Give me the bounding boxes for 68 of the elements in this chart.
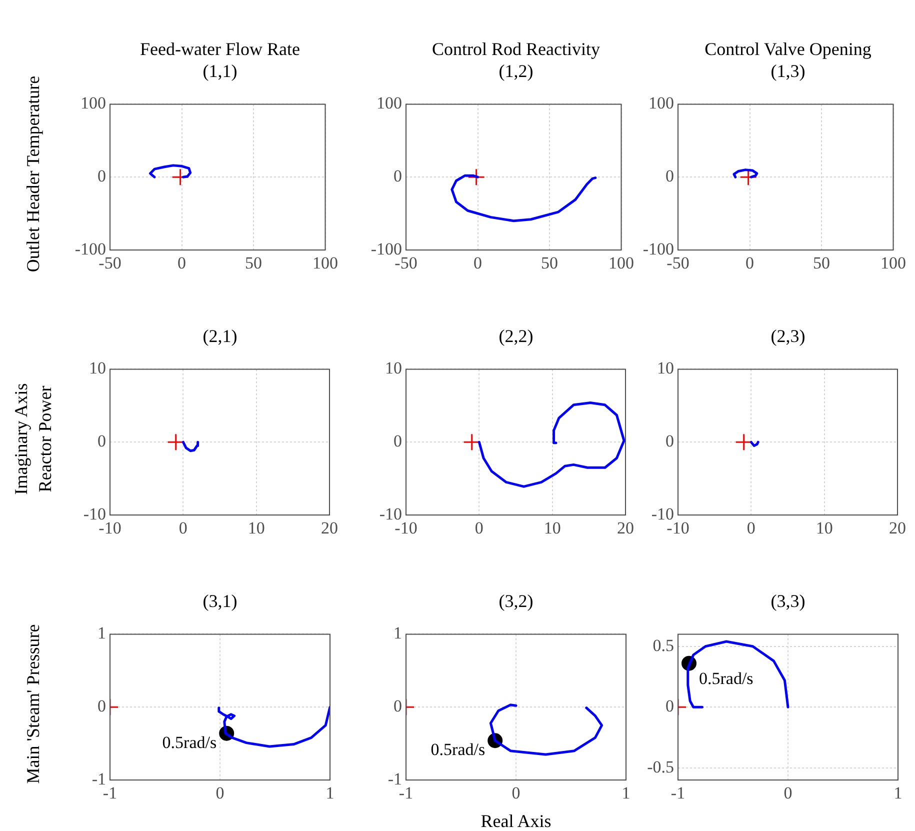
y-tick-label: 0 bbox=[394, 696, 402, 716]
y-tick-label: 1 bbox=[394, 624, 402, 643]
x-tick-label: 0 bbox=[746, 254, 754, 273]
y-axis-title: Reactor Power bbox=[34, 384, 56, 494]
x-tick-label: 10 bbox=[544, 518, 561, 538]
y-axis-title: Outlet Header Temperature bbox=[22, 76, 44, 272]
chart-title: Control Valve Opening bbox=[704, 38, 872, 60]
x-tick-label: 0 bbox=[474, 254, 482, 273]
chart-subtitle: (1,1) bbox=[202, 60, 238, 82]
y-tick-label: 100 bbox=[80, 94, 106, 113]
x-tick-label: 0 bbox=[512, 784, 520, 803]
x-tick-label: 0 bbox=[474, 518, 484, 538]
x-tick-label: 1 bbox=[622, 784, 630, 803]
y-tick-label: 0 bbox=[394, 166, 402, 186]
y-tick-label: -1 bbox=[388, 769, 402, 788]
x-tick-label: 50 bbox=[541, 254, 558, 273]
x-tick-label: 0 bbox=[746, 518, 756, 538]
x-tick-label: 0 bbox=[178, 254, 186, 273]
x-tick-label: 100 bbox=[608, 254, 634, 273]
annotation: 0.5rad/s bbox=[699, 668, 754, 688]
x-tick-label: 20 bbox=[617, 518, 634, 538]
y-tick-label: 10 bbox=[657, 358, 674, 378]
x-tick-label: 20 bbox=[889, 518, 906, 538]
chart-title: Feed-water Flow Rate bbox=[139, 38, 301, 60]
y-tick-label: -1 bbox=[92, 769, 106, 788]
y-tick-label: 100 bbox=[376, 94, 402, 113]
chart-subtitle: (1,2) bbox=[498, 60, 534, 82]
y-axis-title: Main 'Steam' Pressure bbox=[22, 624, 44, 784]
y-tick-label: -10 bbox=[651, 504, 674, 524]
annotation: 0.5rad/s bbox=[430, 740, 486, 760]
x-tick-label: 50 bbox=[813, 254, 830, 273]
chart-subtitle: (1,3) bbox=[770, 60, 806, 82]
x-tick-label: 1 bbox=[894, 784, 902, 803]
x-tick-label: 0 bbox=[178, 518, 188, 538]
y-tick-label: -10 bbox=[83, 504, 106, 524]
y-tick-label: 0 bbox=[666, 166, 674, 186]
y-tick-label: -0.5 bbox=[647, 757, 674, 776]
chart-title: (3,1) bbox=[202, 590, 238, 612]
y-tick-label: 0 bbox=[666, 432, 674, 451]
y-tick-label: 10 bbox=[89, 358, 106, 378]
x-axis-title: Real Axis bbox=[480, 811, 552, 831]
x-tick-label: 10 bbox=[816, 518, 833, 538]
chart-title: (2,2) bbox=[498, 325, 534, 347]
y-tick-label: 0 bbox=[98, 432, 106, 451]
chart-title: (3,3) bbox=[770, 590, 806, 612]
y-tick-label: 0 bbox=[98, 696, 106, 716]
y-tick-label: 0 bbox=[666, 696, 674, 716]
x-tick-label: 100 bbox=[880, 254, 906, 273]
chart-title: (2,1) bbox=[202, 325, 238, 347]
y-tick-label: 1 bbox=[98, 624, 106, 643]
x-tick-label: 1 bbox=[326, 784, 334, 803]
x-tick-label: 0 bbox=[784, 784, 792, 803]
x-tick-label: 20 bbox=[321, 518, 338, 538]
y-tick-label: -10 bbox=[379, 504, 402, 524]
y-tick-label: 0 bbox=[98, 166, 106, 186]
x-tick-label: 0 bbox=[216, 784, 224, 803]
chart-title: (2,3) bbox=[770, 325, 806, 347]
chart-title: (3,2) bbox=[498, 590, 534, 612]
chart-title: Control Rod Reactivity bbox=[431, 38, 601, 60]
y-tick-label: 10 bbox=[385, 358, 402, 378]
x-tick-label: 100 bbox=[312, 254, 338, 273]
y-tick-label: 0.5 bbox=[652, 636, 674, 655]
y-tick-label: 100 bbox=[648, 94, 674, 113]
annotation: 0.5rad/s bbox=[162, 732, 217, 752]
x-tick-label: 50 bbox=[245, 254, 262, 273]
x-tick-label: 10 bbox=[248, 518, 265, 538]
text: Imaginary Axis bbox=[10, 383, 32, 495]
y-tick-label: 0 bbox=[394, 432, 402, 451]
